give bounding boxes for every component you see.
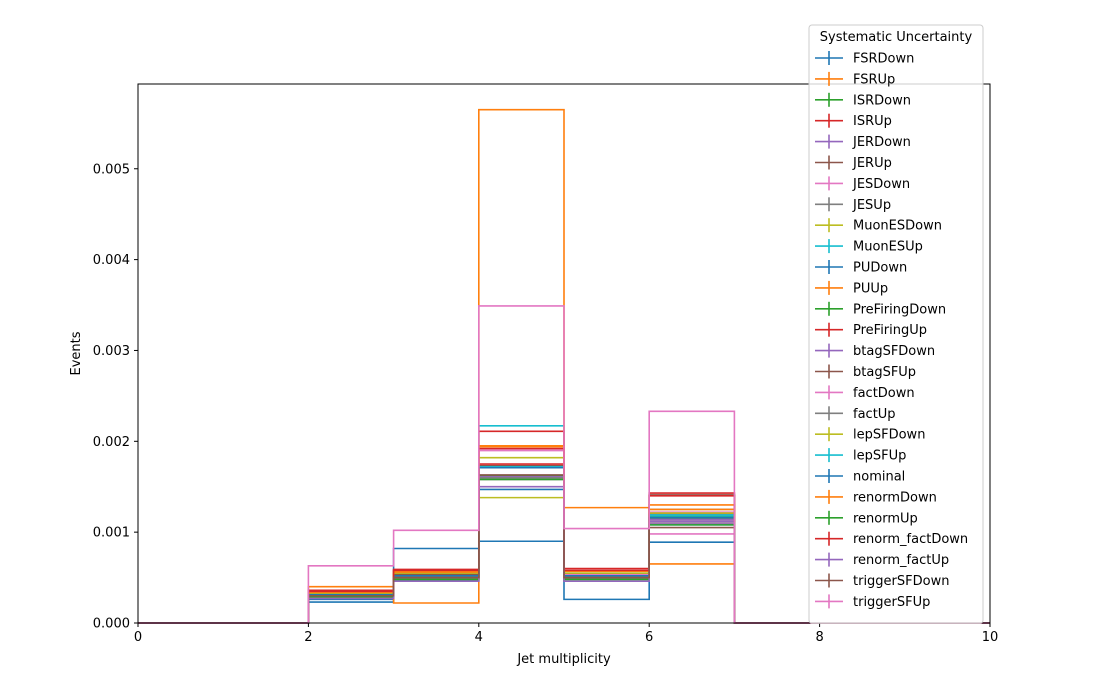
y-tick-label: 0.005 (93, 162, 130, 177)
x-tick-label: 10 (982, 630, 999, 645)
legend-label: ISRDown (853, 93, 911, 108)
legend-label: PUDown (853, 261, 907, 276)
legend-item-FSRUp: FSRUp (815, 71, 895, 87)
x-axis-label: Jet multiplicity (516, 652, 611, 667)
legend-label: PreFiringUp (853, 323, 927, 338)
legend-item-btagSFUp: btagSFUp (815, 364, 916, 380)
legend-label: renorm_factUp (853, 553, 949, 568)
y-tick-label: 0.001 (93, 526, 130, 541)
legend-label: FSRDown (853, 52, 914, 67)
legend-items: FSRDown FSRUp ISRDown ISRUp JERDown JERUp JESD… (815, 51, 968, 610)
legend-item-renormUp: renormUp (815, 510, 918, 526)
legend-item-FSRDown: FSRDown (815, 51, 914, 67)
legend-item-ISRUp: ISRUp (815, 113, 892, 129)
legend-box (808, 24, 984, 624)
legend-label: lepSFUp (853, 449, 906, 464)
y-tick-label: 0.004 (93, 253, 130, 268)
legend-item-renormDown: renormDown (815, 489, 937, 505)
y-tick-label: 0.002 (93, 435, 130, 450)
x-tick-label: 4 (475, 630, 483, 645)
legend-item-lepSFUp: lepSFUp (815, 448, 906, 464)
legend-label: renorm_factDown (853, 532, 968, 547)
legend-item-MuonESDown: MuonESDown (815, 218, 942, 234)
legend-label: PreFiringDown (853, 302, 946, 317)
legend-label: JERDown (852, 135, 911, 150)
legend-label: btagSFDown (853, 344, 935, 359)
legend-item-renorm_factUp: renorm_factUp (815, 552, 949, 568)
legend-item-btagSFDown: btagSFDown (815, 343, 935, 359)
legend-label: triggerSFUp (853, 595, 930, 610)
legend-label: lepSFDown (853, 428, 925, 443)
x-tick-label: 8 (815, 630, 823, 645)
legend-label: JERUp (852, 156, 892, 171)
legend-item-MuonESUp: MuonESUp (815, 239, 923, 255)
plot-frame (137, 83, 991, 624)
legend-label: renormDown (853, 490, 937, 505)
legend-item-triggerSFUp: triggerSFUp (815, 594, 930, 610)
legend-item-PreFiringDown: PreFiringDown (815, 301, 946, 317)
legend-item-JERUp: JERUp (815, 155, 892, 171)
x-tick-label: 0 (134, 630, 142, 645)
legend-item-nominal: nominal (815, 469, 905, 485)
legend-item-JERDown: JERDown (815, 134, 911, 150)
legend-label: JESDown (852, 177, 910, 192)
legend-item-PUUp: PUUp (815, 280, 888, 296)
y-tick-label: 0.000 (93, 617, 130, 632)
y-axis-label: Events (69, 331, 84, 375)
legend-item-JESDown: JESDown (815, 176, 910, 192)
legend-item-lepSFDown: lepSFDown (815, 427, 925, 443)
legend-title: Systematic Uncertainty (820, 30, 973, 45)
legend-label: factDown (853, 386, 915, 401)
legend-label: renormUp (853, 511, 918, 526)
legend-item-renorm_factDown: renorm_factDown (815, 531, 968, 547)
legend-label: factUp (853, 407, 896, 422)
legend-item-JESUp: JESUp (815, 197, 891, 213)
x-tick-label: 2 (304, 630, 312, 645)
legend-item-ISRDown: ISRDown (815, 92, 911, 108)
legend-item-factDown: factDown (815, 385, 915, 401)
legend-label: triggerSFDown (853, 574, 949, 589)
legend-label: btagSFUp (853, 365, 916, 380)
legend: Systematic Uncertainty FSRDown FSRUp ISRDo… (808, 24, 984, 624)
legend-item-factUp: factUp (815, 406, 896, 422)
x-axis: 0 2 4 6 8 10 (134, 623, 998, 645)
y-axis: 0.000 0.001 0.002 0.003 0.004 0.005 (93, 162, 138, 632)
y-tick-label: 0.003 (93, 344, 130, 359)
x-tick-label: 6 (645, 630, 653, 645)
legend-item-PreFiringUp: PreFiringUp (815, 322, 927, 338)
legend-label: JESUp (852, 198, 891, 213)
legend-label: PUUp (853, 281, 888, 296)
legend-label: ISRUp (853, 114, 892, 129)
legend-item-PUDown: PUDown (815, 260, 907, 276)
legend-label: FSRUp (853, 72, 895, 87)
legend-item-triggerSFDown: triggerSFDown (815, 573, 949, 589)
legend-label: MuonESDown (853, 219, 942, 234)
legend-label: nominal (853, 470, 905, 485)
legend-label: MuonESUp (853, 240, 923, 255)
